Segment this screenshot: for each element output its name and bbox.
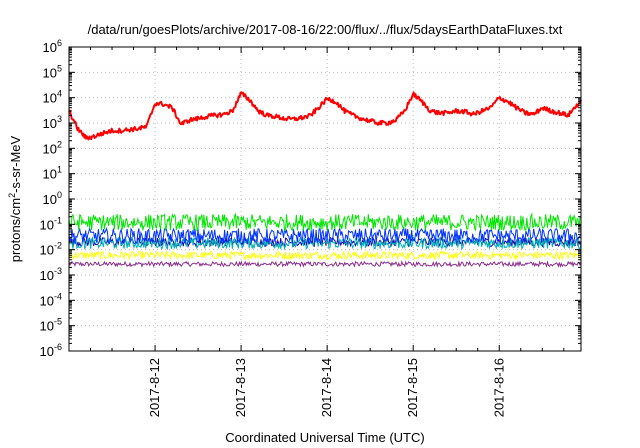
y-tick-label-base: 10	[40, 344, 54, 359]
flux-line	[68, 91, 582, 141]
y-tick-label-exponent: 5	[57, 63, 62, 73]
axis-ticks	[69, 46, 581, 352]
y-tick-label: 102	[43, 139, 62, 156]
y-tick-label-base: 10	[40, 293, 54, 308]
y-tick-label-base: 10	[43, 116, 57, 131]
y-tick-label-base: 10	[40, 268, 54, 283]
y-tick-label-base: 10	[43, 192, 57, 207]
y-tick-label: 10-1	[40, 215, 62, 232]
y-tick-label-exponent: 2	[57, 139, 62, 149]
flux-line	[68, 249, 582, 261]
y-axis-label-sup: 2	[7, 193, 17, 198]
flux-line	[68, 212, 582, 232]
y-tick-label-exponent: 6	[57, 38, 62, 48]
x-axis-label: Coordinated Universal Time (UTC)	[225, 430, 424, 445]
y-tick-label-exponent: -5	[54, 317, 62, 327]
y-tick-label: 10-3	[40, 266, 62, 283]
y-tick-label-base: 10	[43, 167, 57, 182]
y-tick-label-exponent: -3	[54, 266, 62, 276]
y-tick-label-base: 10	[43, 91, 57, 106]
y-tick-label: 10-5	[40, 317, 62, 334]
y-tick-label: 101	[43, 165, 62, 182]
y-tick-label: 10-4	[40, 291, 62, 308]
y-tick-label: 104	[43, 89, 62, 106]
y-tick-label: 100	[43, 190, 62, 207]
y-tick-label-base: 10	[40, 243, 54, 258]
y-tick-label-exponent: -6	[54, 342, 62, 352]
y-tick-label-base: 10	[43, 40, 57, 55]
y-axis-label-prefix: protons/cm	[8, 198, 23, 262]
x-tick-label: 2017-8-15	[405, 358, 420, 417]
chart-title: /data/run/goesPlots/archive/2017-08-16/2…	[88, 22, 563, 37]
y-tick-label-exponent: 1	[57, 165, 62, 175]
data-series	[68, 91, 582, 268]
y-tick-label-base: 10	[40, 217, 54, 232]
y-tick-label-exponent: -2	[54, 241, 62, 251]
y-tick-label: 105	[43, 63, 62, 80]
x-tick-label: 2017-8-14	[319, 358, 334, 417]
y-axis-label: protons/cm2-s-sr-MeV	[7, 135, 23, 262]
y-tick-label-exponent: 0	[57, 190, 62, 200]
y-tick-label: 10-6	[40, 342, 62, 359]
y-tick-label-exponent: -1	[54, 215, 62, 225]
y-axis-label-suffix: -s-sr-MeV	[8, 135, 23, 192]
x-tick-label: 2017-8-13	[233, 358, 248, 417]
y-tick-label-exponent: 3	[57, 114, 62, 124]
y-tick-label: 103	[43, 114, 62, 131]
flux-line	[68, 235, 582, 251]
flux-line	[68, 226, 582, 245]
y-tick-label-base: 10	[43, 141, 57, 156]
flux-line	[68, 260, 582, 268]
y-tick-label-base: 10	[40, 319, 54, 334]
x-tick-label: 2017-8-16	[491, 358, 506, 417]
y-tick-label-exponent: -4	[54, 291, 62, 301]
y-tick-label-base: 10	[43, 65, 57, 80]
y-tick-label: 10-2	[40, 241, 62, 258]
y-tick-label-exponent: 4	[57, 89, 62, 99]
y-tick-label: 106	[43, 38, 62, 55]
x-tick-label: 2017-8-12	[147, 358, 162, 417]
